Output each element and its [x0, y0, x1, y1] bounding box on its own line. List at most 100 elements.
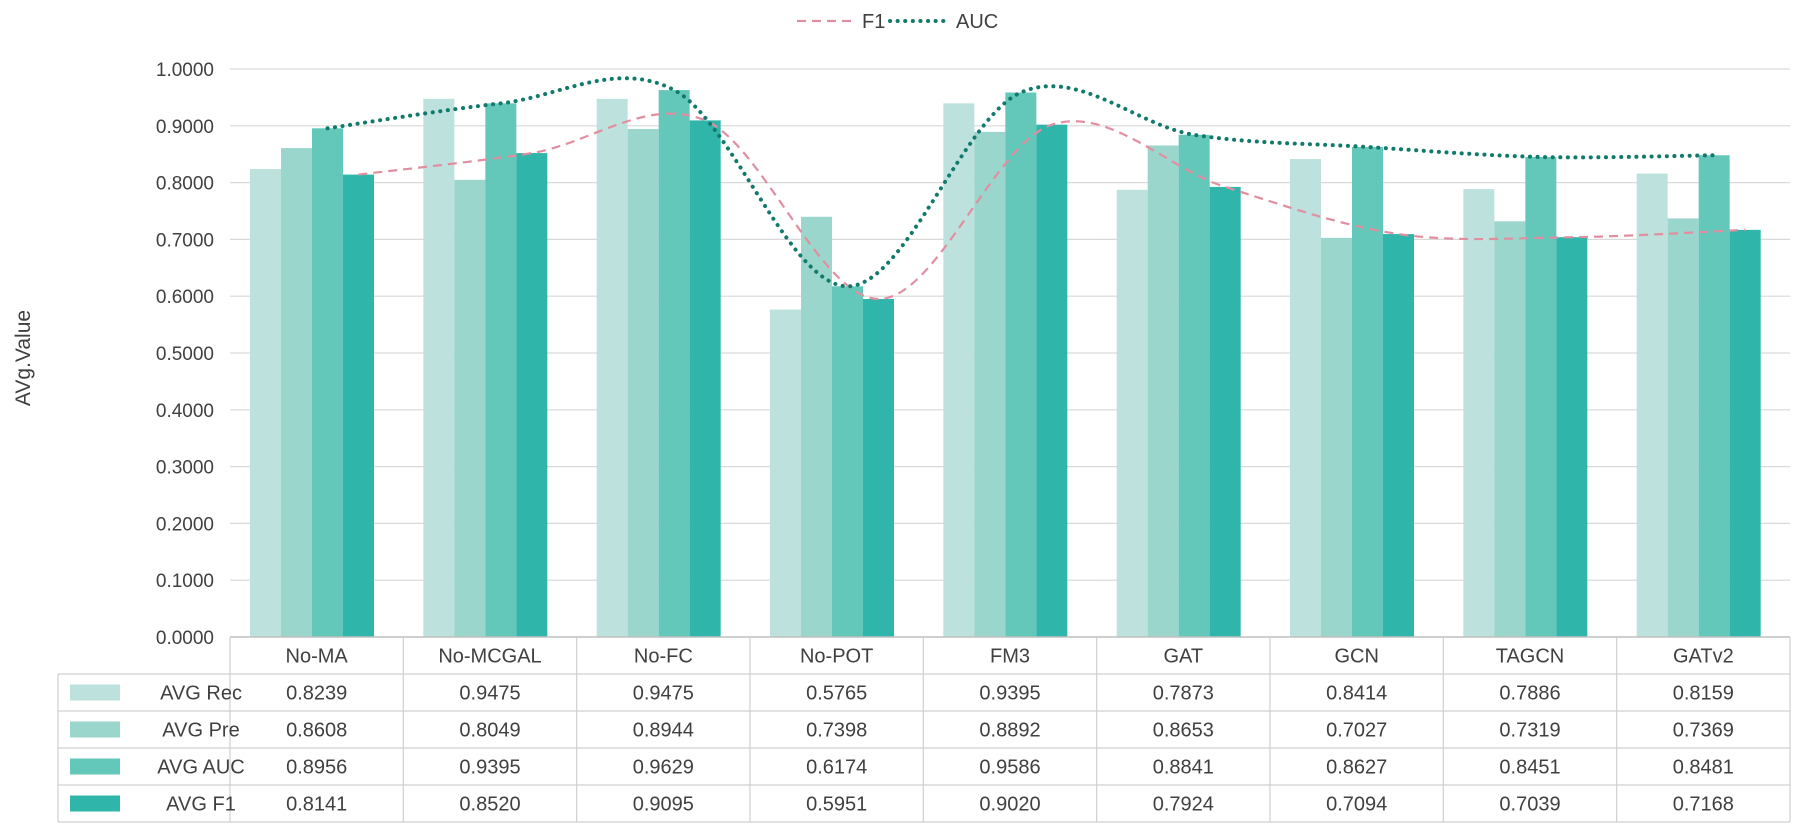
trendlines — [325, 76, 1746, 301]
data-label: 0.8451 — [1499, 757, 1560, 779]
bar-avg-f1-no-ma — [343, 174, 374, 638]
data-label: 0.8159 — [1673, 683, 1734, 705]
x-tick-label: FM3 — [990, 646, 1030, 668]
data-label: 0.7873 — [1153, 683, 1214, 705]
data-label: 0.9475 — [459, 683, 520, 705]
bar-avg-rec-gat — [1116, 189, 1148, 637]
bar-avg-auc-no-fc — [658, 90, 690, 637]
x-tick-label: No-POT — [800, 646, 873, 668]
bar-avg-rec-no-ma — [250, 169, 281, 638]
bar-avg-pre-no-ma — [281, 148, 312, 637]
bar-avg-f1-tagcn — [1556, 237, 1588, 637]
bar-avg-rec-no-fc — [596, 98, 628, 637]
data-label: 0.8944 — [633, 720, 694, 742]
data-label: 0.7369 — [1673, 720, 1734, 742]
x-tick-label: No-FC — [634, 646, 693, 668]
data-label: 0.9395 — [979, 683, 1040, 705]
legend-label-f1: F1 — [862, 11, 885, 33]
series-label: AVG AUC — [157, 757, 244, 779]
data-label: 0.5951 — [806, 794, 867, 816]
legend-label-auc: AUC — [956, 11, 998, 33]
y-tick-label: 0.1000 — [156, 571, 214, 592]
data-label: 0.7039 — [1499, 794, 1560, 816]
bar-avg-rec-tagcn — [1463, 189, 1495, 637]
x-tick-label: No-MA — [286, 646, 349, 668]
data-label: 0.8049 — [459, 720, 520, 742]
data-label: 0.9629 — [633, 757, 694, 779]
data-label: 0.5765 — [806, 683, 867, 705]
data-label: 0.8956 — [286, 757, 347, 779]
legend-key-avg-rec — [70, 684, 120, 701]
legend: F1 AUC — [797, 11, 998, 33]
data-label: 0.9020 — [979, 794, 1040, 816]
data-label: 0.8239 — [286, 683, 347, 705]
legend-key-avg-f1 — [70, 795, 120, 812]
data-label: 0.9095 — [633, 794, 694, 816]
bar-avg-f1-no-fc — [689, 120, 721, 638]
bar-avg-pre-gatv2 — [1667, 218, 1699, 637]
bar-avg-f1-gatv2 — [1729, 229, 1761, 637]
data-label: 0.7027 — [1326, 720, 1387, 742]
bar-avg-auc-no-ma — [312, 128, 343, 637]
data-label: 0.6174 — [806, 757, 867, 779]
legend-key-avg-pre — [70, 721, 120, 738]
data-label: 0.9475 — [633, 683, 694, 705]
data-label: 0.8627 — [1326, 757, 1387, 779]
data-label: 0.8653 — [1153, 720, 1214, 742]
y-tick-label: 0.3000 — [156, 458, 214, 479]
bar-avg-pre-no-mcgal — [454, 179, 486, 637]
bar-avg-rec-no-pot — [770, 309, 801, 637]
x-tick-label: GCN — [1334, 646, 1378, 668]
x-tick-label: GAT — [1164, 646, 1204, 668]
series-label: AVG F1 — [166, 794, 236, 816]
trendline-auc — [325, 76, 1717, 289]
series-label: AVG Rec — [160, 683, 242, 705]
bar-avg-pre-tagcn — [1494, 221, 1526, 637]
bar-avg-f1-gat — [1209, 186, 1241, 637]
y-tick-label: 0.2000 — [156, 514, 214, 535]
x-tick-label: No-MCGAL — [438, 646, 541, 668]
data-label: 0.7168 — [1673, 794, 1734, 816]
bar-avg-rec-no-mcgal — [423, 98, 455, 637]
bar-avg-auc-no-mcgal — [485, 103, 517, 637]
y-tick-label: 0.5000 — [156, 344, 214, 365]
bar-avg-auc-no-pot — [832, 286, 863, 637]
x-tick-label: GATv2 — [1673, 646, 1734, 668]
legend-key-avg-auc — [70, 758, 120, 775]
data-table: No-MA No-MCGAL No-FC No-POT FM3 GAT GCN TAGCN GA… — [57, 636, 1791, 823]
bar-avg-pre-no-pot — [801, 216, 832, 638]
bar-avg-f1-fm3 — [1036, 124, 1068, 637]
bar-avg-pre-no-fc — [627, 128, 659, 637]
data-label: 0.7094 — [1326, 794, 1387, 816]
y-tick-label: 0.6000 — [156, 287, 214, 308]
bar-avg-pre-gcn — [1321, 237, 1352, 637]
y-tick-label: 0.8000 — [156, 174, 214, 195]
x-tick-label: TAGCN — [1496, 646, 1565, 668]
data-label: 0.8481 — [1673, 757, 1734, 779]
bar-avg-auc-tagcn — [1525, 156, 1557, 637]
series-label: AVG Pre — [162, 720, 239, 742]
bar-avg-rec-gcn — [1290, 159, 1321, 638]
data-label: 0.8520 — [459, 794, 520, 816]
data-label: 0.9586 — [979, 757, 1040, 779]
data-label: 0.8892 — [979, 720, 1040, 742]
data-label: 0.7319 — [1499, 720, 1560, 742]
bar-avg-auc-gat — [1178, 134, 1210, 637]
bar-avg-f1-no-pot — [863, 298, 894, 637]
bar-avg-auc-fm3 — [1005, 92, 1037, 637]
bar-avg-auc-gcn — [1352, 146, 1383, 638]
y-axis-label: AVg.Value — [12, 310, 35, 406]
bar-avg-pre-fm3 — [974, 131, 1006, 638]
y-tick-label: 0.7000 — [156, 230, 214, 251]
data-label: 0.7398 — [806, 720, 867, 742]
y-tick-label: 1.0000 — [156, 60, 214, 81]
bar-avg-auc-gatv2 — [1698, 155, 1730, 637]
data-label: 0.8414 — [1326, 683, 1387, 705]
data-label: 0.7886 — [1499, 683, 1560, 705]
bar-avg-rec-fm3 — [943, 103, 975, 637]
data-label: 0.8608 — [286, 720, 347, 742]
bar-avg-rec-gatv2 — [1636, 173, 1668, 638]
data-label: 0.9395 — [459, 757, 520, 779]
y-tick-label: 0.4000 — [156, 401, 214, 422]
